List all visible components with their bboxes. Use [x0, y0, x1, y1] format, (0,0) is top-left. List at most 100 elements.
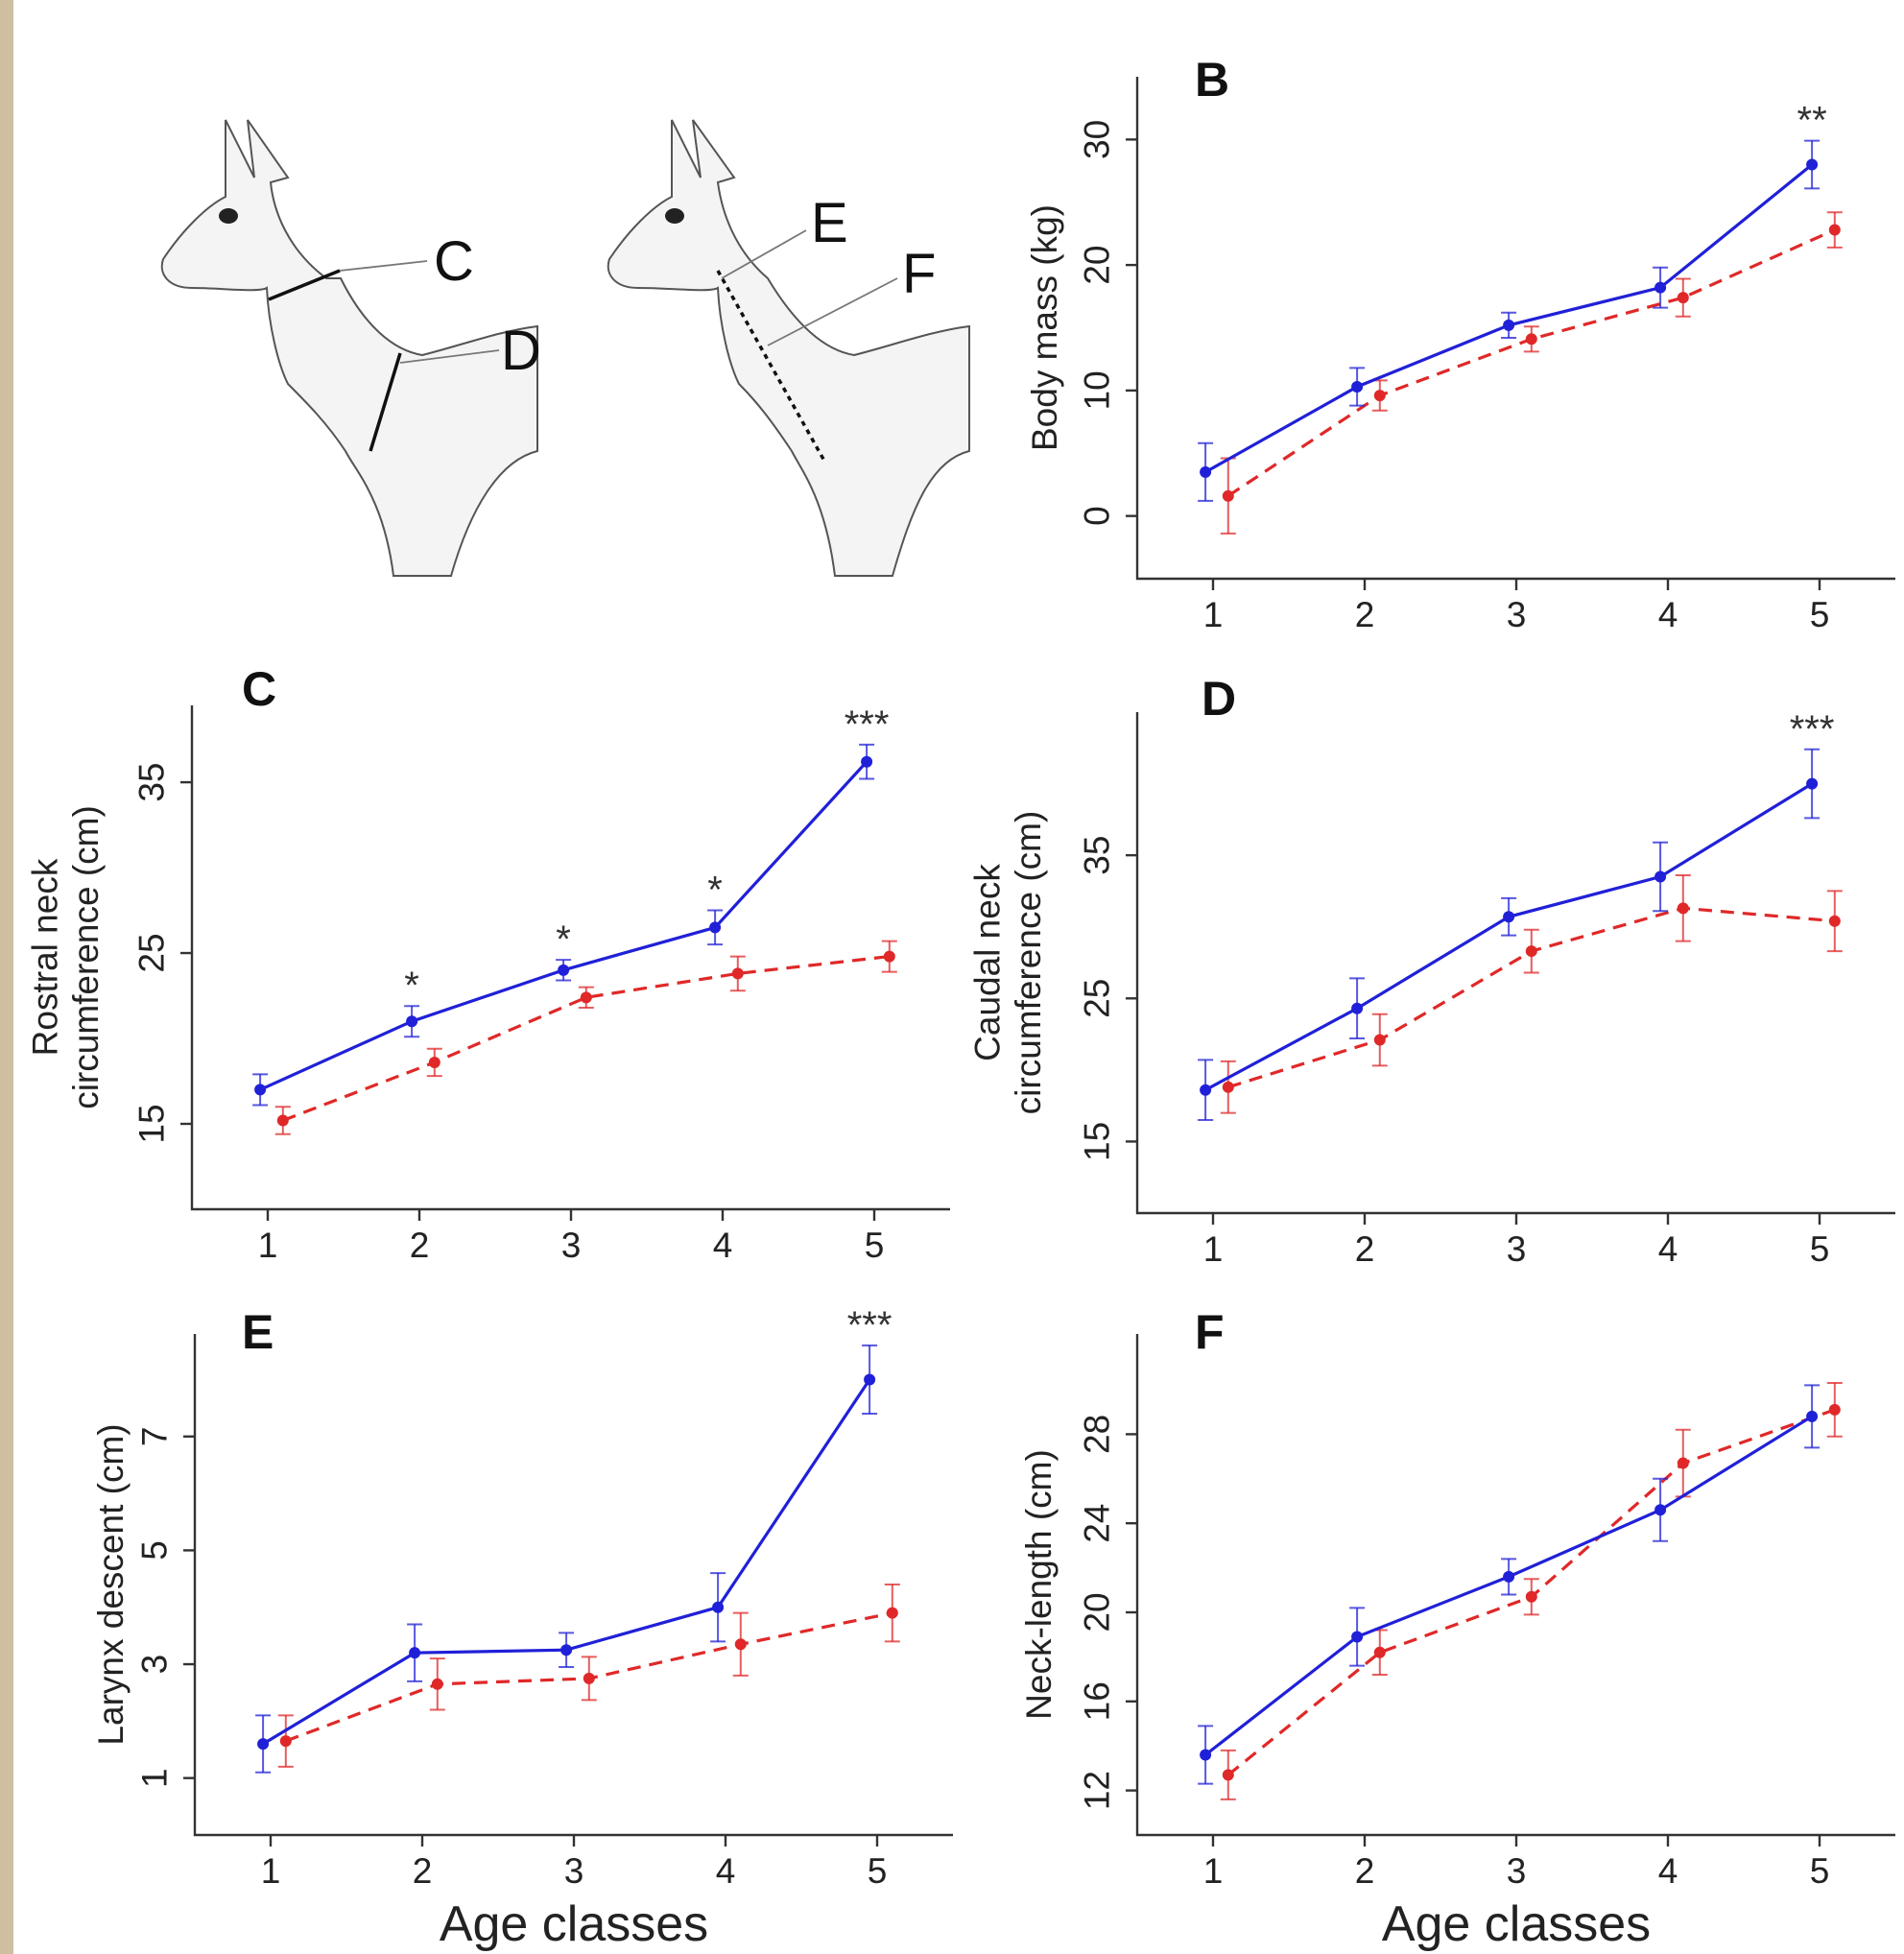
llama-eye-right — [665, 208, 684, 224]
x-tick-label: 4 — [1658, 1229, 1678, 1269]
x-tick-label: 5 — [1810, 1229, 1830, 1269]
y-tick-label: 7 — [135, 1426, 175, 1446]
x-tick-label: 4 — [1658, 1851, 1678, 1891]
y-tick-label: 15 — [1078, 1122, 1117, 1161]
y-axis-label: Rostral neckcircumference (cm) — [26, 805, 107, 1109]
x-tick-label: 2 — [413, 1851, 433, 1891]
axis-lines — [1135, 77, 1895, 581]
axis-lines — [190, 705, 950, 1211]
data-point-red — [731, 967, 744, 980]
x-axis-label: Age classes — [440, 1896, 708, 1952]
data-point-blue — [1654, 870, 1667, 883]
data-point-red — [580, 991, 592, 1004]
y-tick-label: 25 — [1078, 979, 1117, 1018]
series-line-red — [282, 955, 890, 1122]
y-axis-label: Neck-length (cm) — [1019, 1449, 1059, 1720]
data-point-blue — [1654, 1504, 1667, 1516]
y-tick-label: 0 — [1078, 506, 1117, 526]
data-point-red — [1828, 915, 1841, 927]
x-tick-label: 1 — [1203, 595, 1224, 634]
measure-line-rostral — [268, 269, 341, 301]
data-point-blue — [1351, 380, 1364, 393]
panel-letter: E — [242, 1305, 274, 1359]
sketch-label-e: E — [811, 192, 848, 254]
x-tick-label: 3 — [564, 1851, 584, 1891]
x-tick-label: 2 — [1355, 595, 1375, 634]
x-tick-label: 1 — [1203, 1229, 1224, 1269]
x-tick-label: 3 — [561, 1226, 582, 1265]
y-axis-label: Larynx descent (cm) — [91, 1423, 131, 1745]
y-tick-label: 35 — [1078, 836, 1117, 875]
y-tick-label: 20 — [1078, 246, 1117, 285]
llama-head-left — [160, 119, 538, 577]
data-point-red — [1677, 292, 1689, 304]
y-tick-label: 3 — [135, 1655, 175, 1675]
data-point-red — [883, 950, 895, 963]
panel-letter: D — [1202, 672, 1236, 726]
measure-line-neck-length — [716, 270, 827, 464]
x-tick-label: 1 — [1203, 1851, 1224, 1891]
x-tick-label: 1 — [261, 1851, 281, 1891]
significance-marker: * — [556, 918, 571, 961]
series-line-blue — [262, 1378, 871, 1746]
x-tick-label: 5 — [865, 1226, 885, 1265]
significance-marker: *** — [845, 703, 890, 746]
data-point-red — [1677, 1457, 1689, 1469]
x-tick-label: 2 — [1355, 1851, 1375, 1891]
significance-marker: * — [404, 965, 419, 1007]
significance-marker: ** — [1797, 100, 1827, 142]
data-point-red — [1222, 1081, 1234, 1093]
data-point-blue — [1200, 1084, 1212, 1096]
sketch-label-c: C — [434, 230, 474, 293]
data-point-red — [734, 1638, 747, 1651]
significance-marker: *** — [847, 1304, 892, 1346]
data-point-blue — [1200, 465, 1212, 478]
data-point-blue — [1503, 319, 1515, 331]
data-point-red — [1828, 224, 1841, 236]
data-point-blue — [709, 921, 722, 934]
series-line-blue — [1204, 782, 1813, 1092]
x-tick-label: 2 — [410, 1226, 430, 1265]
panel-letter: F — [1195, 1305, 1225, 1359]
y-tick-label: 15 — [132, 1104, 172, 1143]
left-border-strip — [0, 0, 13, 1954]
x-tick-label: 2 — [1355, 1229, 1375, 1269]
sketch-label-d: D — [501, 320, 541, 382]
llama-illustration-left: C D — [160, 119, 541, 577]
y-tick-label: 12 — [1078, 1771, 1117, 1810]
y-tick-label: 16 — [1078, 1681, 1117, 1721]
y-tick-label: 10 — [1078, 370, 1117, 410]
x-tick-label: 5 — [1810, 595, 1830, 634]
sketch-label-f: F — [902, 243, 936, 305]
data-point-blue — [1654, 281, 1667, 294]
data-point-red — [431, 1678, 443, 1690]
x-tick-label: 5 — [1810, 1851, 1830, 1891]
y-tick-label: 1 — [135, 1768, 175, 1788]
data-point-red — [583, 1672, 595, 1684]
y-tick-label: 24 — [1078, 1504, 1117, 1543]
data-point-blue — [1503, 1570, 1515, 1583]
x-tick-label: 1 — [258, 1226, 278, 1265]
series-line-red — [1226, 228, 1836, 498]
leader-f — [767, 277, 898, 346]
data-point-red — [1525, 333, 1537, 346]
data-point-blue — [1806, 777, 1819, 790]
y-axis-label: Caudal neckcircumference (cm) — [968, 811, 1049, 1115]
data-point-blue — [406, 1015, 418, 1028]
data-point-red — [1373, 390, 1386, 402]
data-point-blue — [560, 1644, 573, 1656]
data-point-red — [886, 1607, 898, 1619]
data-point-blue — [1351, 1002, 1364, 1014]
significance-marker: *** — [1790, 708, 1835, 751]
data-point-blue — [254, 1084, 267, 1096]
data-point-blue — [864, 1373, 876, 1386]
data-point-red — [276, 1114, 289, 1127]
x-tick-label: 3 — [1507, 1851, 1527, 1891]
x-tick-label: 5 — [868, 1851, 888, 1891]
data-point-red — [1373, 1646, 1386, 1658]
llama-head-right — [607, 119, 970, 577]
significance-marker: * — [707, 870, 723, 912]
x-tick-label: 3 — [1507, 1229, 1527, 1269]
